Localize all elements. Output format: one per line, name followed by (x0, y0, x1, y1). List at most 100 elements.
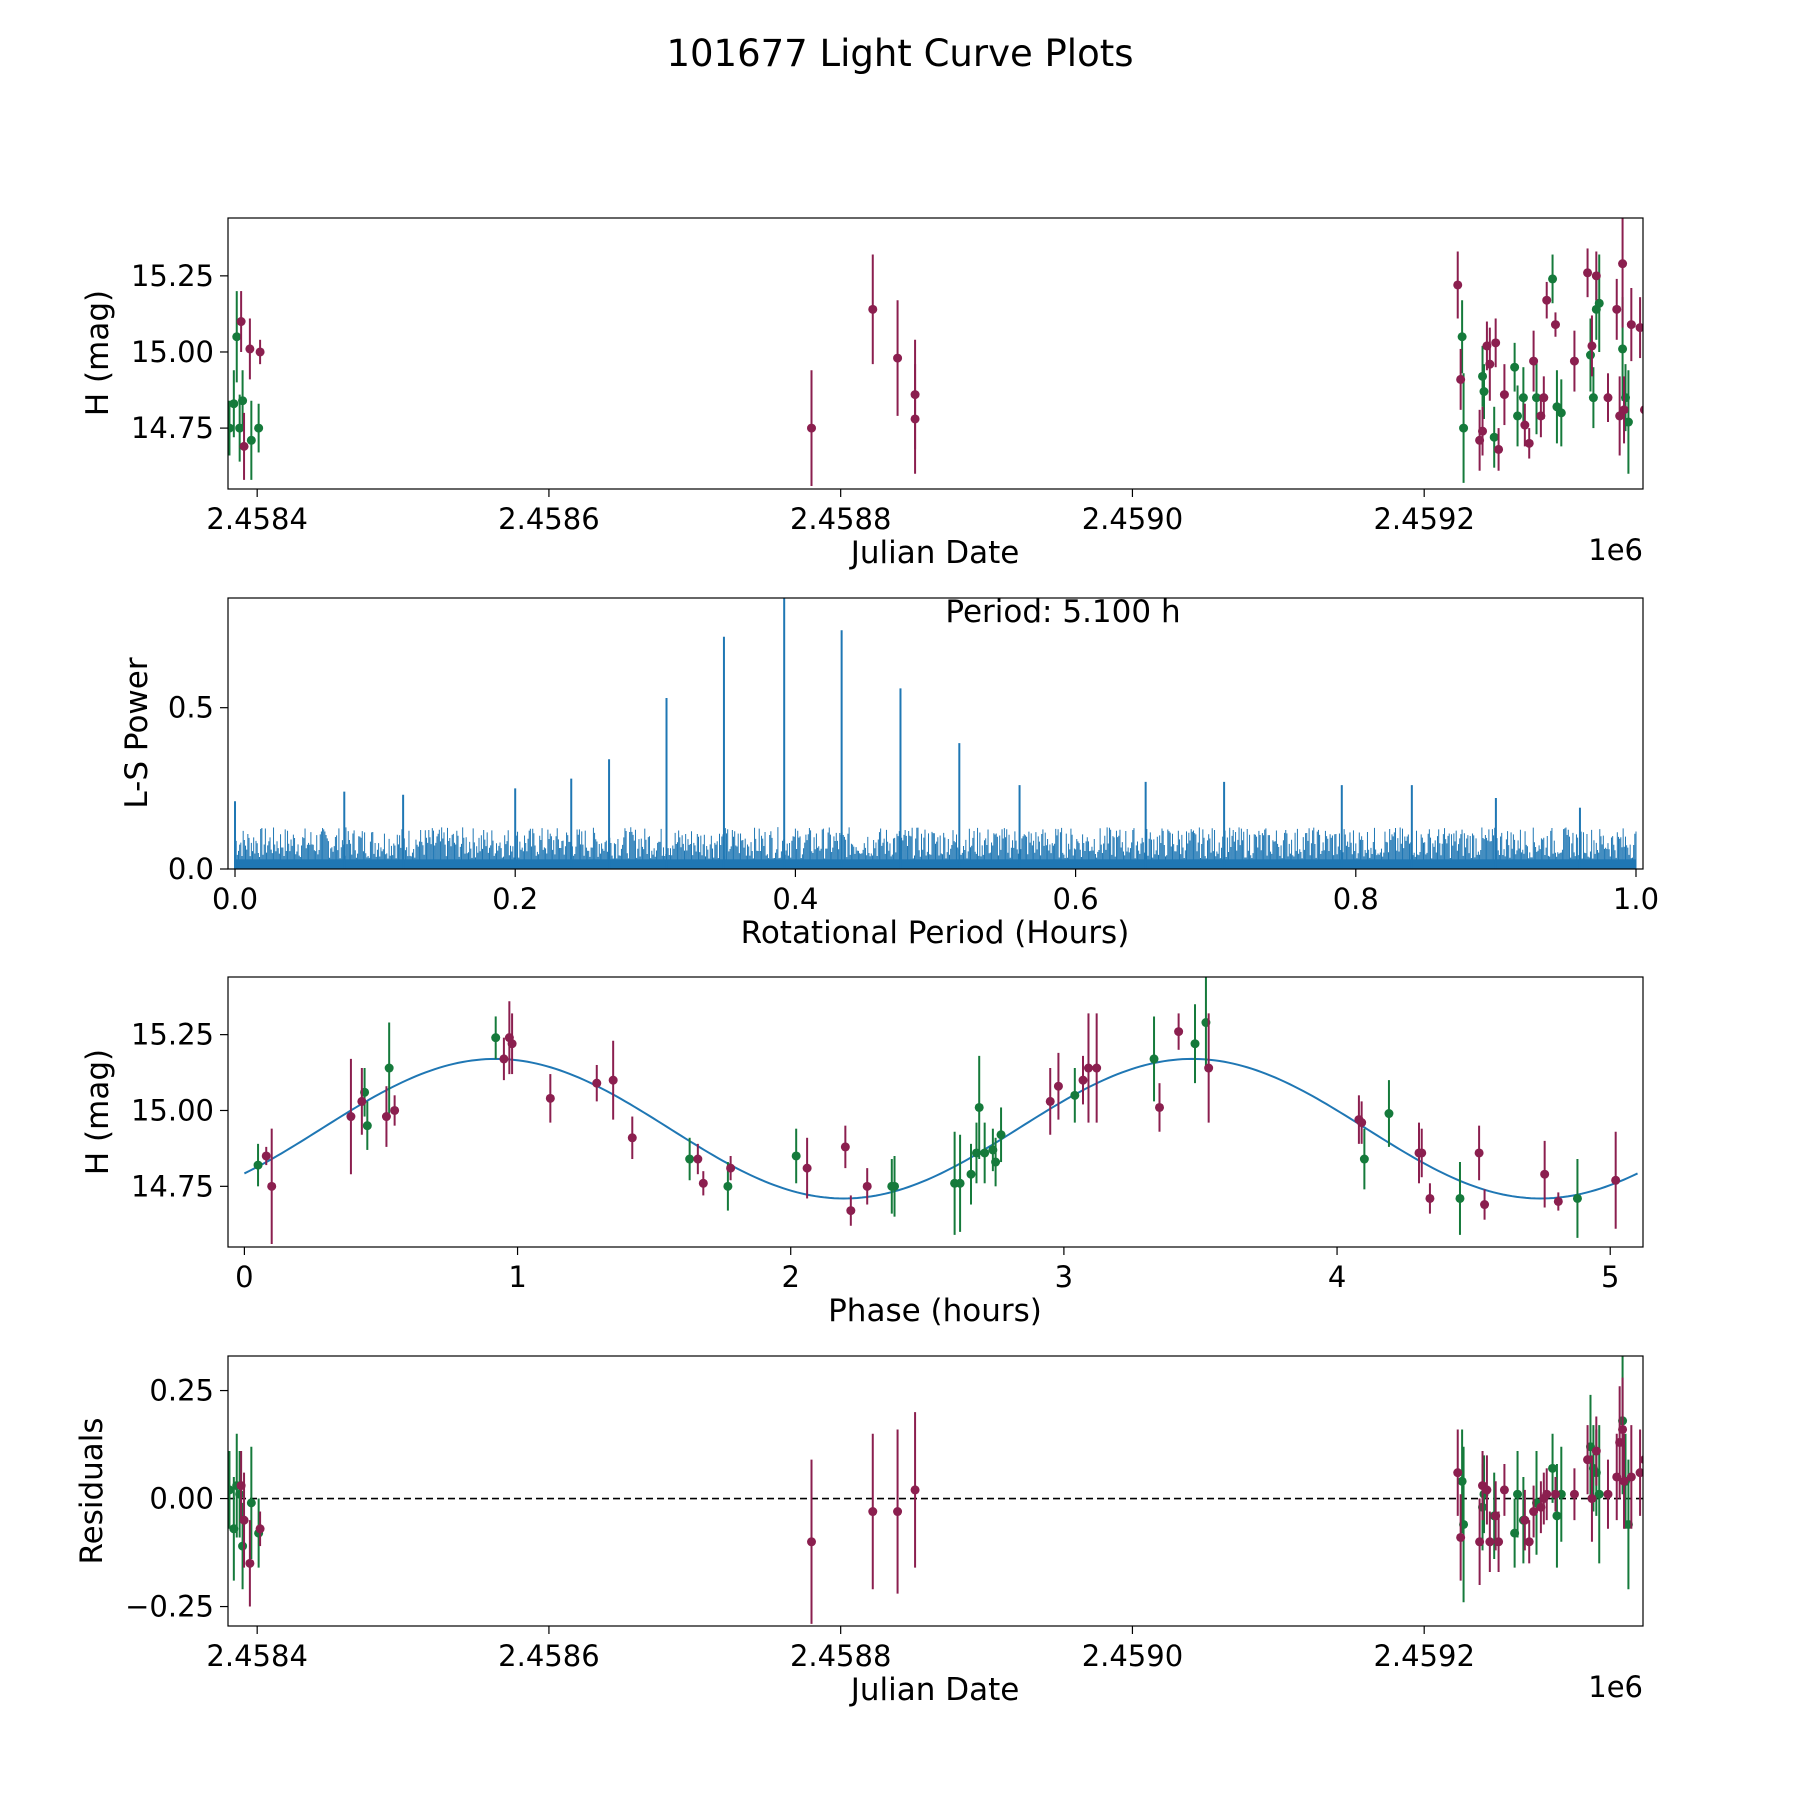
data-point-green (1489, 432, 1499, 442)
data-point-maroon (1456, 1532, 1466, 1542)
data-point-maroon (1542, 1489, 1552, 1499)
data-point-maroon (1480, 1200, 1490, 1210)
x-tick-label: 0 (235, 1260, 253, 1294)
data-point-maroon (868, 1507, 878, 1517)
data-point-maroon (1550, 320, 1560, 330)
plot-frame (227, 597, 1644, 870)
data-point-maroon (1499, 1485, 1509, 1495)
data-point-green (1548, 1463, 1558, 1473)
data-point-maroon (1092, 1063, 1102, 1073)
data-point-maroon (1204, 1063, 1214, 1073)
panel-residuals: 2.4584 2.4586 2.4588 2.4590 2.4592 −0.25 0.00 0… (74, 1355, 1674, 1708)
data-point-green (890, 1181, 900, 1191)
data-point-maroon (627, 1133, 637, 1143)
data-point-maroon (807, 1537, 817, 1547)
periodogram-floor (235, 859, 1636, 869)
panel-lightcurve: 2.4584 2.4586 2.4588 2.4590 2.4592 14.75 15.00… (80, 217, 1644, 571)
y-tick-label: 0.5 (168, 691, 214, 725)
data-point-green (1457, 1476, 1467, 1486)
data-point-maroon (267, 1181, 277, 1191)
data-point-maroon (1591, 271, 1601, 281)
data-point-maroon (1475, 1537, 1485, 1547)
data-point-maroon (1053, 1081, 1063, 1091)
data-point-green (1359, 1154, 1369, 1164)
data-point-green (1618, 344, 1628, 354)
x-tick-label: 2.4590 (1082, 1639, 1183, 1673)
y-tick-label: 15.00 (131, 1093, 214, 1127)
data-point-maroon (910, 414, 920, 424)
data-point-maroon (910, 1485, 920, 1495)
data-point-green (1623, 417, 1633, 427)
data-point-green (980, 1148, 990, 1158)
data-point-maroon (698, 1178, 708, 1188)
data-point-maroon (1478, 426, 1488, 436)
x-tick-label: 0.0 (212, 882, 258, 916)
data-point-green (1479, 387, 1489, 397)
y-tick-label: 14.75 (131, 411, 214, 445)
y-tick-label: 15.00 (131, 335, 214, 369)
panel-phased: 0 1 2 3 4 5 14.75 15.00 15.25 Phase (hours) H (m… (80, 976, 1644, 1329)
data-point-maroon (802, 1163, 812, 1173)
data-point-green (1513, 1489, 1523, 1499)
panel-periodogram: 0.0 0.2 0.4 0.6 0.8 1.0 0.0 0.5 Period: 5.100 h… (119, 594, 1659, 951)
data-point-maroon (1456, 374, 1466, 384)
data-point-maroon (1520, 1515, 1530, 1525)
x-offset-label: 1e6 (1588, 1670, 1643, 1704)
data-point-maroon (245, 344, 255, 354)
data-point-maroon (1485, 1537, 1495, 1547)
data-point-green (238, 1541, 248, 1551)
data-point-green (232, 332, 242, 342)
x-tick-label: 0.4 (772, 882, 818, 916)
x-tick-label: 2.4586 (498, 1639, 599, 1673)
x-tick-label: 2.4588 (790, 1639, 891, 1673)
data-point-maroon (1542, 295, 1552, 305)
data-point-maroon (1591, 1446, 1601, 1456)
data-point-maroon (1078, 1075, 1088, 1085)
data-point-maroon (1569, 356, 1579, 366)
data-point-maroon (1045, 1096, 1055, 1106)
y-axis-label: Residuals (74, 1417, 110, 1564)
data-point-maroon (390, 1105, 400, 1115)
data-point-green (1585, 350, 1595, 360)
data-point-maroon (1494, 444, 1504, 454)
data-point-green (1190, 1039, 1200, 1049)
data-point-green (235, 1489, 245, 1499)
data-point-maroon (592, 1078, 602, 1088)
data-point-maroon (868, 304, 878, 314)
data-point-green (1518, 393, 1528, 403)
x-axis-label: Phase (hours) (828, 1293, 1042, 1329)
data-point-green (1510, 362, 1520, 372)
data-point-maroon (1612, 304, 1622, 314)
data-point-maroon (1174, 1027, 1184, 1037)
data-point-green (1459, 423, 1469, 433)
data-point-maroon (846, 1206, 856, 1216)
data-point-maroon (1618, 1424, 1628, 1434)
data-point-maroon (1619, 405, 1629, 415)
data-point-maroon (1639, 1455, 1643, 1464)
x-axis-label: Julian Date (849, 535, 1020, 571)
data-point-maroon (1603, 393, 1613, 403)
data-point-maroon (239, 1515, 249, 1525)
data-point-green (1478, 371, 1488, 381)
data-point-maroon (245, 1558, 255, 1568)
data-point-maroon (726, 1163, 736, 1173)
y-tick-label: 0.25 (149, 1374, 214, 1408)
data-point-green (238, 396, 248, 406)
data-point-maroon (1529, 1507, 1539, 1517)
data-point-green (1588, 393, 1598, 403)
data-point-maroon (239, 441, 249, 451)
data-point-maroon (1665, 1472, 1674, 1481)
data-point-green (1455, 1193, 1465, 1203)
y-axis-label: L-S Power (119, 657, 155, 808)
data-point-maroon (893, 353, 903, 363)
data-point-maroon (1550, 1489, 1560, 1499)
data-point-green (1594, 1489, 1604, 1499)
data-point-green (229, 399, 239, 409)
y-axis-label: H (mag) (80, 290, 116, 416)
data-point-maroon (1635, 323, 1643, 333)
y-tick-label: 14.75 (131, 1169, 214, 1203)
data-point-green (246, 435, 256, 445)
x-tick-label: 0.2 (492, 882, 538, 916)
